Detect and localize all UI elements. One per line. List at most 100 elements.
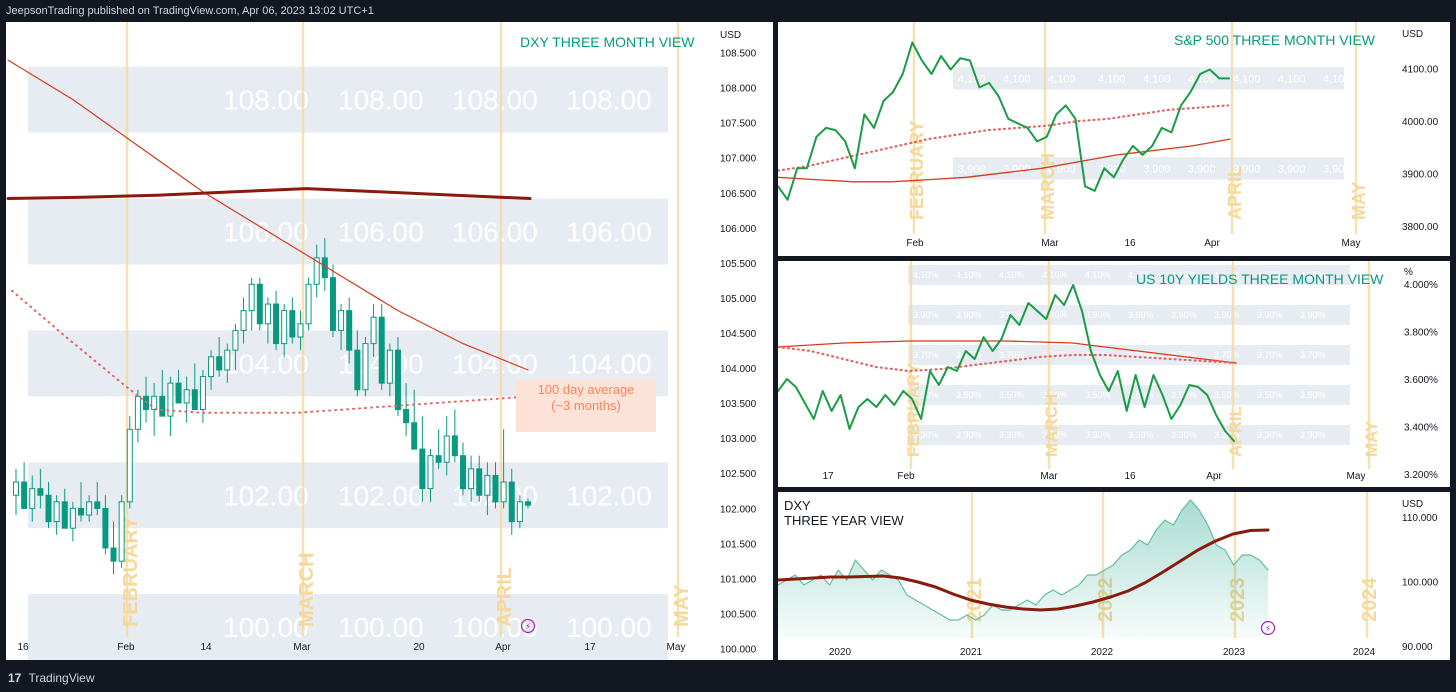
- candle-down: [419, 448, 426, 490]
- watermark-level: 3.30%: [1042, 430, 1068, 440]
- ma-slow-line: [778, 138, 1231, 183]
- watermark-level: 3.80%: [1257, 330, 1283, 340]
- candle-up: [151, 395, 158, 411]
- watermark-level: 3.50%: [999, 390, 1025, 400]
- watermark-level: 3.80%: [1085, 330, 1111, 340]
- dxy-three-month-chart[interactable]: 108.00 108.00 108.00 108.00 107.00 107.00 107.…: [6, 22, 773, 660]
- watermark-level: 3.70%: [1214, 350, 1240, 360]
- publisher-header: JeepsonTrading published on TradingView.…: [6, 5, 374, 17]
- month-label: 2024: [1359, 577, 1381, 622]
- watermark-level: 3.70%: [1171, 350, 1197, 360]
- watermark-level: 3,900: [958, 163, 986, 175]
- dxy-three-year-title: DXY THREE YEAR VIEW: [784, 498, 904, 528]
- y-tick-label: 107.000: [720, 154, 757, 165]
- candle-down: [191, 389, 198, 411]
- watermark-level: 3.90%: [1214, 310, 1240, 320]
- spx-three-month-panel[interactable]: 4,100 4,100 4,100 4,100 4,100 4,100 4,100 4,100…: [778, 22, 1450, 256]
- watermark-level: 4,000: [958, 118, 986, 130]
- watermark-level: 3.70%: [1300, 350, 1326, 360]
- watermark-level: 4,100: [1188, 73, 1216, 85]
- watermark-level: 3.40%: [999, 410, 1025, 420]
- watermark-level: 4,100: [1323, 73, 1351, 85]
- watermark-level: 3.40%: [1042, 410, 1068, 420]
- candle-up: [313, 257, 320, 285]
- candle-down: [256, 283, 263, 325]
- month-label: APRIL: [1225, 166, 1245, 220]
- watermark-level: 3.60%: [913, 370, 939, 380]
- watermark-level: 4,000: [1003, 118, 1031, 130]
- month-label: MARCH: [296, 553, 318, 627]
- price-band: [28, 198, 668, 265]
- watermark-level: 103.00: [223, 414, 309, 445]
- candle-up: [362, 343, 369, 391]
- watermark-level: 108.00: [223, 85, 309, 116]
- month-label: APRIL: [494, 567, 516, 627]
- y-tick-label: 90.000: [1402, 642, 1433, 653]
- watermark-level: 3.70%: [1128, 350, 1154, 360]
- y-tick-label: 105.000: [720, 294, 757, 305]
- candle-up: [29, 488, 36, 509]
- y-tick-label: 102.000: [720, 504, 757, 515]
- watermark-level: 3.50%: [1042, 390, 1068, 400]
- candle-up: [224, 349, 231, 371]
- dxy-area-line: [778, 499, 1269, 621]
- watermark-level: 3,900: [1003, 163, 1031, 175]
- y-axis-unit: USD: [1402, 29, 1423, 40]
- watermark-level: 4.10%: [999, 270, 1025, 280]
- watermark-level: 3.70%: [913, 350, 939, 360]
- footer: 17 TradingView: [0, 664, 1456, 692]
- price-band: [28, 66, 668, 133]
- watermark-level: 4.00%: [1257, 290, 1283, 300]
- dxy-three-year-panel[interactable]: USD 110.000 100.000 90.000 2020 2021 2022 2023 2…: [778, 492, 1450, 660]
- watermark-level: 101.00: [338, 546, 424, 577]
- dxy-three-month-panel[interactable]: 108.00 108.00 108.00 108.00 107.00 107.00 107.…: [6, 22, 773, 660]
- candle-up: [183, 389, 190, 404]
- y-tick-label: 100.000: [1402, 577, 1439, 588]
- month-label: MARCH: [1042, 394, 1061, 457]
- watermark-level: 4.10%: [1214, 270, 1240, 280]
- y-tick-label: 3.200%: [1404, 470, 1438, 481]
- x-tick-label: 2023: [1223, 647, 1246, 658]
- us10y-three-month-panel[interactable]: 4.10% 4.10% 4.10% 4.10% 4.10% 4.10% 4.10% 4.10%…: [778, 261, 1450, 487]
- watermark-level: 4,100: [1278, 73, 1306, 85]
- candle-up: [248, 283, 255, 312]
- tradingview-logo-icon[interactable]: 17: [8, 671, 22, 685]
- x-tick-label: 16: [17, 642, 29, 653]
- watermark-level: 107.00: [223, 151, 309, 182]
- candle-up: [500, 481, 507, 503]
- watermark-level: 101.00: [566, 546, 652, 577]
- watermark-level: 3.40%: [956, 410, 982, 420]
- candle-down: [216, 356, 223, 371]
- watermark-level: 3.70%: [1257, 350, 1283, 360]
- watermark-level: 4,100: [1143, 73, 1171, 85]
- dxy-three-year-chart[interactable]: USD 110.000 100.000 90.000 2020 2021 2022 2023 2…: [778, 492, 1450, 660]
- watermark-level: 4,000: [1323, 118, 1351, 130]
- candle-down: [403, 409, 410, 424]
- candle-up: [264, 303, 271, 325]
- candle-down: [476, 468, 483, 496]
- candle-down: [378, 316, 385, 384]
- watermark-level: 3.90%: [1171, 310, 1197, 320]
- watermark-level: 4.00%: [913, 290, 939, 300]
- watermark-level: 3.90%: [1085, 310, 1111, 320]
- watermark-level: 3.30%: [999, 430, 1025, 440]
- candle-down: [289, 310, 296, 338]
- us10y-price-line: [778, 284, 1235, 442]
- watermark-level: 107.00: [566, 151, 652, 182]
- watermark-level: 108.00: [452, 85, 538, 116]
- month-label: MAY: [1362, 420, 1381, 457]
- watermark-level: 3.60%: [1214, 370, 1240, 380]
- watermark-level: 106.00: [452, 217, 538, 248]
- watermark-level: 3.50%: [1257, 390, 1283, 400]
- us10y-three-month-chart[interactable]: 4.10% 4.10% 4.10% 4.10% 4.10% 4.10% 4.10% 4.10%…: [778, 261, 1450, 487]
- watermark-level: 3.30%: [1085, 430, 1111, 440]
- x-tick-label: 2024: [1353, 647, 1376, 658]
- tradingview-brand[interactable]: TradingView: [28, 671, 95, 685]
- candle-down: [94, 501, 101, 509]
- candle-down: [45, 494, 52, 523]
- candle-up: [199, 376, 206, 411]
- spx-three-month-chart[interactable]: 4,100 4,100 4,100 4,100 4,100 4,100 4,100 4,100…: [778, 22, 1450, 256]
- watermark-level: 3.50%: [1300, 390, 1326, 400]
- month-label: FEBRUARY: [904, 363, 923, 457]
- watermark-level: 4.10%: [956, 270, 982, 280]
